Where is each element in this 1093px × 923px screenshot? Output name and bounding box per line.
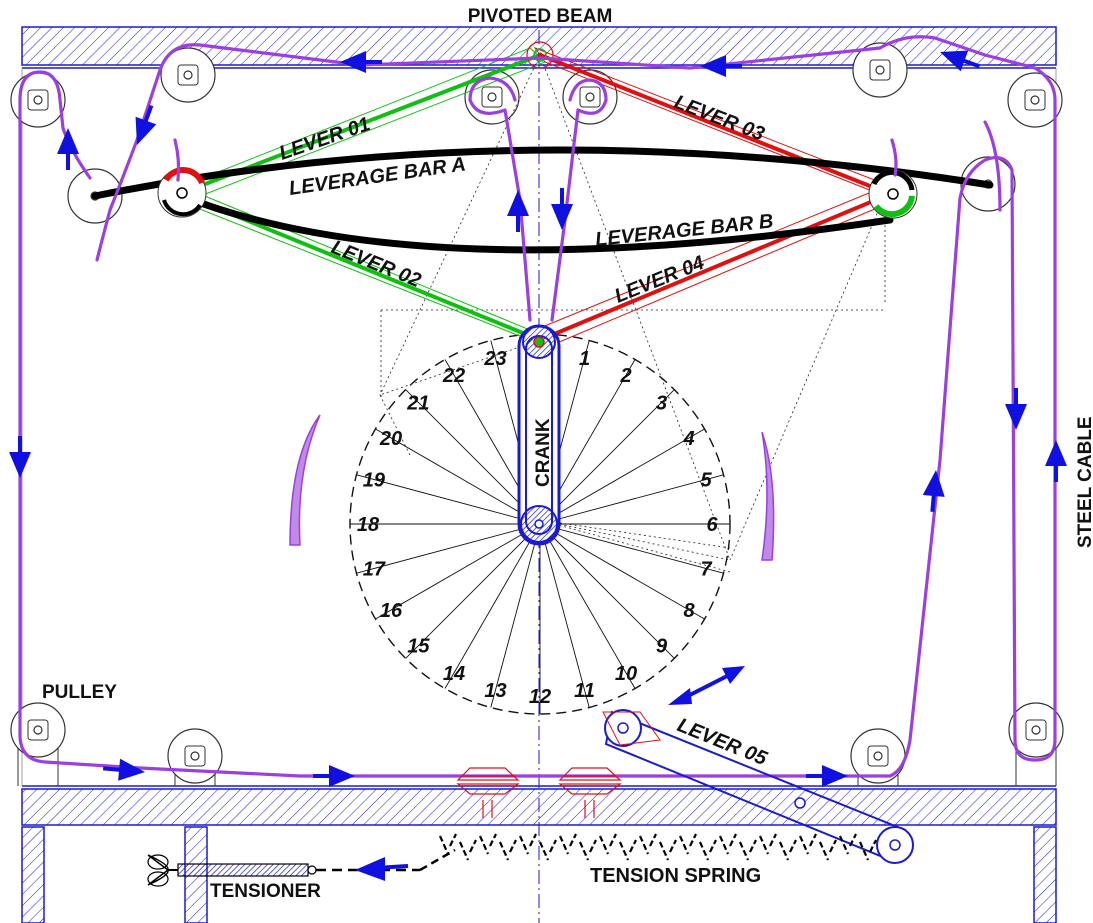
crank-position-3: 3	[656, 392, 667, 414]
pulley-top-5	[852, 42, 908, 98]
crank-ray-15	[405, 523, 541, 659]
crank-position-19: 19	[363, 470, 386, 492]
lever-05	[602, 709, 914, 864]
crank-arm	[517, 324, 561, 546]
arrow-top-right	[700, 55, 742, 77]
arrow-crank-up	[507, 190, 529, 232]
beam-pivot	[526, 41, 554, 69]
crank-ray-14	[444, 523, 541, 689]
crank-ray-17	[356, 523, 541, 574]
right-joint	[868, 169, 918, 219]
arrow-bottom-3	[806, 765, 848, 787]
pulley-top-2	[160, 47, 216, 103]
crank-ray-16	[375, 523, 541, 620]
pulley-bottom-3	[850, 728, 906, 784]
pulley-bottom-left	[10, 702, 66, 758]
crank-position-21: 21	[406, 392, 429, 414]
arrow-bottom-2	[313, 765, 355, 787]
crank-position-23: 23	[483, 348, 506, 370]
pulley-top-right	[1007, 72, 1063, 128]
tension-spring	[438, 833, 877, 861]
crank-ray-4	[539, 428, 705, 525]
construction-lines	[379, 54, 886, 573]
crank-position-9: 9	[656, 636, 668, 658]
crank-ray-3	[539, 389, 675, 525]
crank-circle: 123456789101112131415161718192021222324	[349, 333, 731, 715]
lever-03-label: LEVER 03	[671, 91, 767, 145]
arrow-right-inner-up	[922, 470, 945, 513]
crank-position-11: 11	[574, 680, 595, 702]
arrow-right-up	[1045, 440, 1067, 482]
crank-position-2: 2	[619, 365, 631, 387]
rotation-arrow-right	[761, 431, 775, 561]
crank-position-10: 10	[615, 663, 637, 685]
crank-position-14: 14	[443, 663, 465, 685]
arrow-top-far-right	[940, 50, 981, 72]
crank-ray-11	[539, 523, 590, 708]
lever-05-motion-arrow	[668, 666, 745, 705]
crank-position-17: 17	[363, 559, 386, 581]
cable-clamp-left	[456, 767, 520, 818]
crank-position-15: 15	[407, 636, 430, 658]
arrow-left-arm-down	[135, 104, 157, 145]
pulley-bottom-right	[1008, 702, 1064, 758]
crank-ray-13	[490, 523, 541, 708]
crank-position-12: 12	[529, 686, 551, 708]
tensioner-arrow	[355, 857, 409, 881]
crank-ray-9	[539, 523, 675, 659]
crank-label: CRANK	[533, 418, 554, 487]
arrow-right-down	[1005, 388, 1027, 430]
arrow-top-left	[340, 51, 382, 73]
pivoted-beam-label: PIVOTED BEAM	[468, 6, 613, 27]
crank-position-20: 20	[379, 428, 402, 450]
crank-ray-10	[539, 523, 636, 689]
leverage-bar-b	[178, 192, 894, 254]
crank-position-16: 16	[380, 600, 403, 622]
crank-position-7: 7	[701, 559, 713, 581]
crank-position-4: 4	[682, 428, 694, 450]
left-joint	[157, 167, 207, 218]
direction-arrows	[9, 50, 1067, 787]
arrow-left-down	[9, 436, 31, 478]
arrow-bottom-1	[102, 758, 145, 781]
crank-position-8: 8	[683, 600, 695, 622]
lever-04	[529, 185, 897, 349]
rotation-arrow-left	[289, 414, 321, 546]
tensioner-label: TENSIONER	[210, 881, 321, 902]
tension-spring-label: TENSION SPRING	[590, 865, 761, 887]
crank-ray-8	[539, 523, 705, 620]
leverage-bar-a	[91, 146, 994, 200]
steel-cable-label: STEEL CABLE	[1075, 416, 1093, 548]
arrow-crank-down	[551, 188, 573, 230]
crank-ray-20	[375, 428, 541, 525]
crank-position-6: 6	[706, 514, 718, 536]
pulley-bottom-2	[167, 728, 223, 784]
crank-position-1: 1	[579, 348, 590, 370]
pulley-label: PULLEY	[42, 682, 117, 703]
crank-position-22: 22	[442, 365, 465, 387]
steel-cable	[18, 35, 1057, 778]
crank-position-18: 18	[357, 514, 380, 536]
crank-position-13: 13	[484, 680, 506, 702]
crank-ray-19	[356, 474, 541, 525]
crank-ray-7	[539, 523, 724, 574]
crank-ray-5	[539, 474, 724, 525]
arrow-left-up	[57, 128, 79, 170]
cable-clamp-right	[558, 767, 622, 818]
pulley-top-left	[10, 72, 66, 128]
crank-position-5: 5	[701, 470, 713, 492]
